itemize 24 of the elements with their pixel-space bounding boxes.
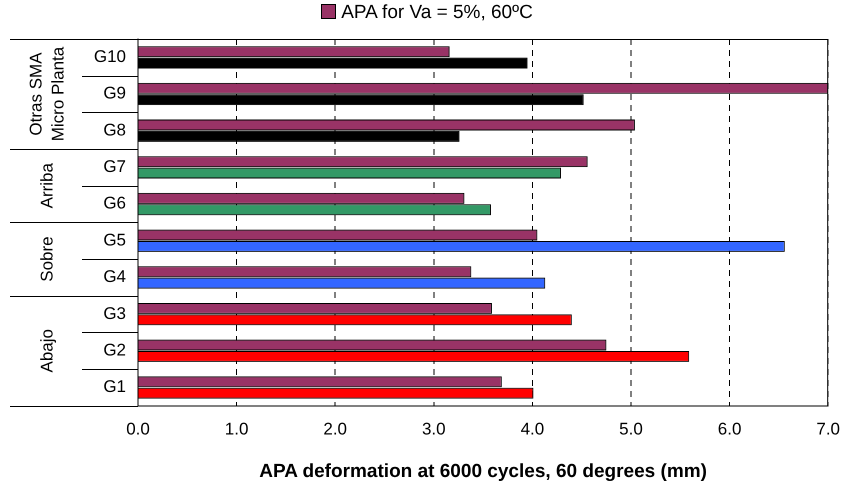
y-tick-label: G6 <box>103 194 126 213</box>
x-tick-label: 2.0 <box>323 420 348 439</box>
y-tick-label: G4 <box>103 267 126 286</box>
x-tick-label: 7.0 <box>816 420 840 439</box>
x-tick-label: 5.0 <box>619 420 643 439</box>
y-tick-label: G9 <box>103 84 126 103</box>
y-tick-label: G1 <box>103 377 126 396</box>
x-tick-label: 0.0 <box>126 420 150 439</box>
text: Sobre <box>38 236 57 282</box>
x-tick-label: 6.0 <box>718 420 742 439</box>
x-tick-label: 1.0 <box>224 420 248 439</box>
text: Abajo <box>38 329 57 373</box>
x-tick-label: 4.0 <box>520 420 544 439</box>
y-tick-label: G3 <box>103 304 126 323</box>
y-tick-label: G7 <box>103 157 126 176</box>
y-tick-label: G2 <box>103 340 126 360</box>
text: Otras SMA Micro Planta <box>26 46 68 142</box>
legend-label: APA for Va = 5%, 60ºC <box>340 2 533 23</box>
x-axis-title: APA deformation at 6000 cycles, 60 degrees (mm) <box>259 460 707 482</box>
y-tick-label: G10 <box>94 47 126 66</box>
text: Arriba <box>38 162 57 208</box>
y-tick-label: G8 <box>103 120 126 140</box>
y-tick-label: G5 <box>103 230 126 250</box>
x-tick-label: 3.0 <box>422 420 446 439</box>
